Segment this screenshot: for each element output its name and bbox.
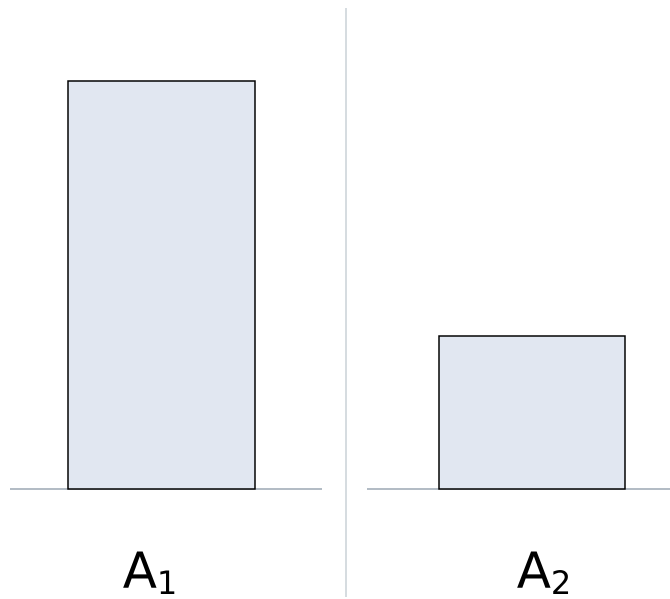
label-right: A2 <box>517 542 572 599</box>
label-left-subscript: 1 <box>157 564 177 599</box>
label-left-main: A <box>123 542 157 599</box>
label-right-subscript: 2 <box>551 564 571 599</box>
panel-left: A1 <box>10 80 322 599</box>
label-left: A1 <box>123 542 178 599</box>
bar-right <box>438 335 626 490</box>
panel-right: A2 <box>367 335 670 599</box>
label-right-main: A <box>517 542 551 599</box>
bar-left <box>67 80 256 490</box>
